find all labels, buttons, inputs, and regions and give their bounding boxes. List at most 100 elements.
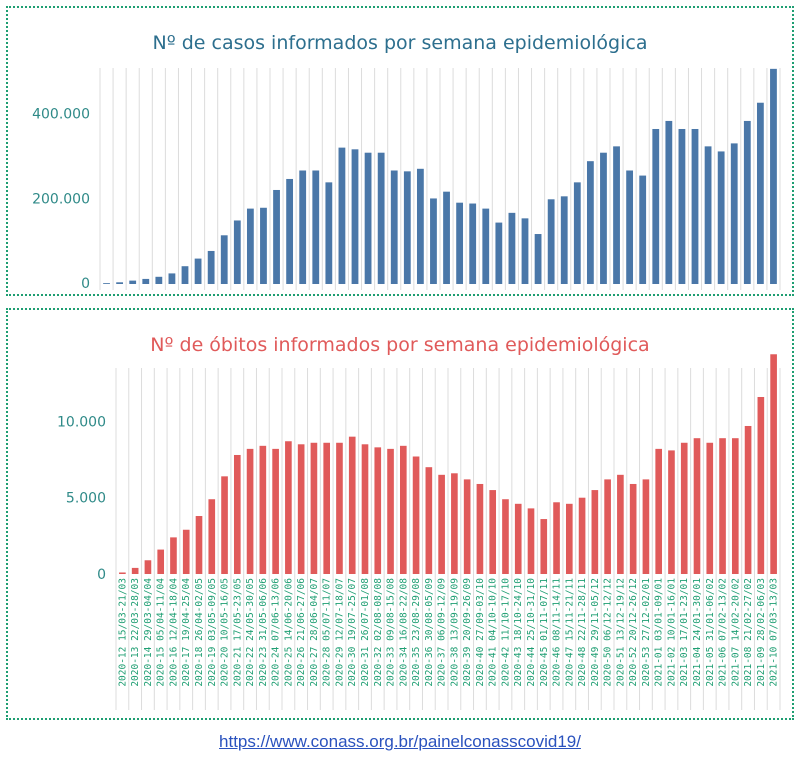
deaths-chart-title: Nº de óbitos informados por semana epide… [150, 334, 650, 356]
bar [469, 203, 477, 284]
bar [655, 448, 663, 574]
cases-chart-title: Nº de casos informados por semana epidem… [152, 32, 648, 54]
x-tick-label: 2020-17 19/04-25/04 [181, 578, 192, 687]
x-tick-label: 2020-46 08/11-14/11 [552, 578, 563, 687]
bar [514, 503, 522, 574]
bar [142, 278, 150, 284]
y-tick-label: 200.000 [32, 191, 90, 207]
bar [534, 234, 542, 284]
bar [443, 191, 450, 284]
x-tick-label: 2020-19 03/05-09/05 [207, 578, 218, 687]
bar [678, 128, 686, 284]
bar [387, 448, 394, 574]
x-tick-label: 2020-34 16/08-22/08 [398, 578, 409, 687]
bar [553, 502, 560, 574]
x-tick-label: 2021-09 28/02-06/03 [756, 578, 767, 687]
x-tick-label: 2021-01 03/01-09/01 [654, 578, 665, 687]
x-tick-label: 2020-18 26/04-02/05 [194, 578, 205, 687]
y-tick-label: 10.000 [57, 414, 106, 430]
x-tick-label: 2020-13 22/03-28/03 [130, 578, 141, 687]
y-tick-label: 0 [97, 567, 106, 583]
x-tick-label: 2020-31 26/07-01/08 [360, 578, 371, 687]
bar [129, 280, 137, 284]
bar [364, 152, 372, 284]
x-tick-label: 2020-47 15/11-21/11 [564, 578, 575, 687]
bar [168, 273, 176, 284]
deaths-bar-chart: 0 5.000 10.000 2020-12 15/03-21/03 2020-13 2… [57, 354, 781, 710]
bar [208, 499, 216, 574]
bar [668, 450, 675, 574]
bar [260, 207, 267, 284]
bar [377, 152, 385, 284]
x-tick-label: 2020-41 04/10-10/10 [488, 578, 499, 687]
cases-bar-chart: 0 200.000 400.000 [32, 68, 781, 292]
bar [547, 199, 555, 284]
bar [181, 266, 189, 284]
bar [374, 447, 382, 574]
x-tick-label: 2020-26 21/06-27/06 [296, 578, 307, 687]
x-tick-label: 2020-44 25/10-31/10 [526, 578, 537, 687]
bar [706, 442, 714, 574]
bar [116, 282, 124, 284]
bar [489, 490, 497, 574]
bar [617, 474, 624, 574]
x-tick-label: 2020-29 12/07-18/07 [334, 578, 345, 687]
x-tick-label: 2020-37 06/09-12/09 [437, 578, 448, 687]
bar [730, 143, 738, 284]
bar [430, 198, 437, 284]
bar [756, 102, 764, 285]
bar [221, 476, 228, 574]
x-tick-label: 2020-49 29/11-05/12 [590, 578, 601, 687]
x-tick-label: 2020-48 22/11-28/11 [577, 578, 588, 687]
bar [482, 208, 490, 284]
bar [246, 448, 254, 574]
x-tick-label: 2021-06 07/02-13/02 [718, 578, 729, 687]
x-tick-label: 2020-22 24/05-30/05 [245, 578, 256, 687]
bar [272, 448, 279, 574]
bar [194, 258, 202, 284]
bar [600, 152, 607, 284]
x-tick-label: 2021-08 21/02-27/02 [743, 578, 754, 687]
x-tick-label: 2020-43 18/10-24/10 [513, 578, 524, 687]
bar [361, 444, 369, 574]
bar [338, 147, 346, 284]
x-tick-label: 2020-30 19/07-25/07 [347, 578, 358, 687]
bar [286, 178, 294, 284]
bar [220, 235, 228, 284]
x-tick-label: 2020-53 27/12-02/01 [641, 578, 652, 687]
x-tick-label: 2020-45 01/11-07/11 [539, 578, 550, 687]
bar [336, 442, 343, 574]
bar [323, 442, 331, 574]
bar [691, 128, 699, 284]
bar [273, 189, 280, 284]
cases-chart-panel: Nº de casos informados por semana epidem… [6, 6, 794, 296]
bar [642, 479, 650, 574]
bar [652, 128, 660, 284]
bar [233, 220, 241, 284]
bar [586, 161, 594, 284]
x-tick-label: 2021-10 07/03-13/03 [769, 578, 780, 687]
bar [246, 208, 254, 284]
x-tick-label: 2020-14 29/03-04/04 [143, 578, 154, 687]
bar [540, 519, 548, 574]
source-link[interactable]: https://www.conass.org.br/painelconassco… [219, 732, 581, 751]
bar [770, 354, 777, 574]
x-tick-label: 2020-33 09/08-15/08 [386, 578, 397, 687]
x-tick-label: 2021-07 14/02-20/02 [730, 578, 741, 687]
x-tick-label: 2020-27 28/06-04/07 [309, 578, 320, 687]
bar [680, 442, 688, 574]
bar [131, 567, 139, 574]
x-tick-label: 2020-21 17/05-23/05 [232, 578, 243, 687]
x-tick-label: 2020-35 23/08-29/08 [411, 578, 422, 687]
bar [325, 182, 333, 284]
bar [285, 441, 292, 574]
bar [170, 537, 177, 574]
x-tick-label: 2020-42 11/10-17/10 [500, 578, 511, 687]
bar [629, 483, 637, 574]
x-tick-label: 2021-02 10/01-16/01 [666, 578, 677, 687]
deaths-chart-panel: Nº de óbitos informados por semana epide… [6, 308, 794, 720]
x-tick-label: 2020-24 07/06-13/06 [271, 578, 282, 687]
bar [604, 479, 611, 574]
bar [207, 250, 215, 284]
x-tick-label: 2020-50 06/12-12/12 [603, 578, 614, 687]
